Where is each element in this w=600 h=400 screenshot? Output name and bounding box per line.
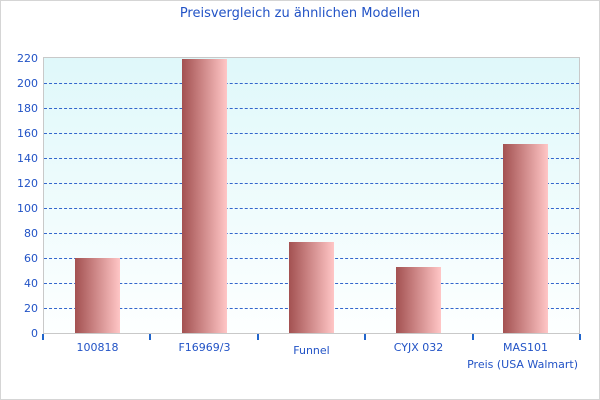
y-tick-label-80: 80	[24, 227, 38, 240]
gridline-140	[44, 158, 579, 159]
axis-tick-mark	[364, 334, 367, 340]
gridline-80	[44, 233, 579, 234]
x-axis-title: Preis (USA Walmart)	[467, 358, 578, 371]
axis-tick-mark	[471, 334, 474, 340]
bar-Funnel	[289, 241, 334, 333]
x-tick-label-CYJX 032: CYJX 032	[393, 341, 444, 354]
x-tick-label-100818: 100818	[76, 341, 119, 354]
gridline-160	[44, 133, 579, 134]
axis-tick-mark	[579, 334, 581, 340]
axis-tick-mark	[149, 334, 152, 340]
plot-area	[43, 57, 580, 334]
y-tick-label-100: 100	[17, 202, 38, 215]
bar-MAS101	[503, 144, 548, 333]
y-tick-label-200: 200	[17, 77, 38, 90]
y-tick-label-160: 160	[17, 127, 38, 140]
x-tick-label-F16969/3: F16969/3	[178, 341, 231, 354]
axis-tick-mark	[42, 334, 44, 340]
bar-F16969/3	[182, 59, 227, 333]
x-tick-label-MAS101: MAS101	[503, 341, 548, 354]
y-tick-label-220: 220	[17, 52, 38, 65]
y-tick-label-140: 140	[17, 152, 38, 165]
gridline-120	[44, 183, 579, 184]
y-tick-label-40: 40	[24, 277, 38, 290]
y-tick-label-120: 120	[17, 177, 38, 190]
bar-100818	[75, 258, 120, 333]
y-tick-label-60: 60	[24, 252, 38, 265]
gridline-180	[44, 108, 579, 109]
y-tick-label-0: 0	[31, 327, 38, 340]
chart-title: Preisvergleich zu ähnlichen Modellen	[179, 6, 421, 21]
x-tick-label-Funnel: Funnel	[293, 344, 330, 357]
y-tick-label-180: 180	[17, 102, 38, 115]
axis-tick-mark	[256, 334, 259, 340]
gridline-100	[44, 208, 579, 209]
y-tick-label-20: 20	[24, 302, 38, 315]
gridline-200	[44, 83, 579, 84]
bar-CYJX 032	[396, 266, 441, 333]
